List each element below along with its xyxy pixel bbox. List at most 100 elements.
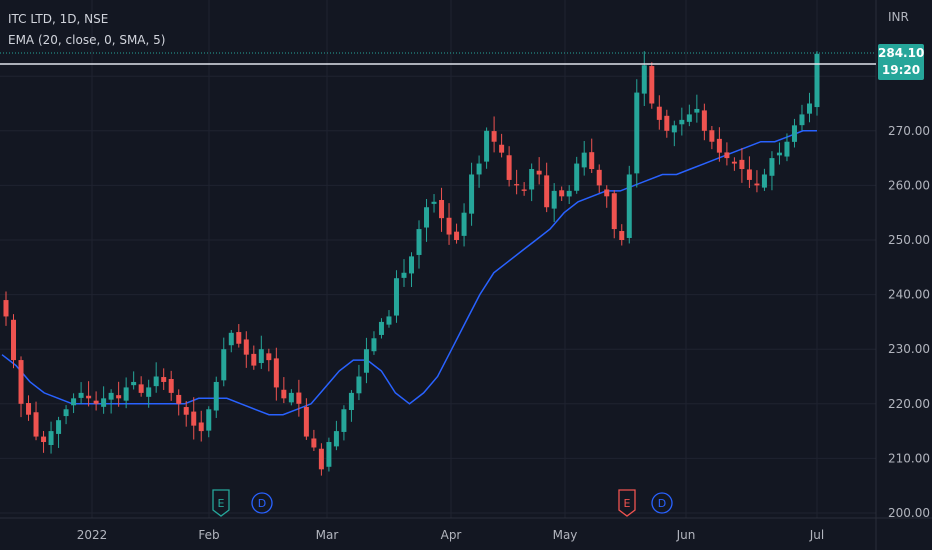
candle-body: [641, 65, 647, 94]
candle-body: [273, 358, 279, 388]
candle-body: [26, 403, 32, 415]
earnings-event-icon: [212, 489, 230, 517]
y-tick-label: 230.00: [888, 342, 930, 356]
candle-body: [386, 316, 392, 325]
x-tick-label: Feb: [198, 528, 219, 542]
candle-body: [769, 158, 775, 176]
ema-polyline: [1, 130, 817, 416]
candle-body: [416, 229, 422, 255]
candle-body: [228, 332, 234, 346]
candle-body: [183, 407, 189, 415]
y-tick-label: 250.00: [888, 233, 930, 247]
chart-legend: ITC LTD, 1D, NSE EMA (20, close, 0, SMA,…: [8, 9, 165, 51]
x-tick-label: 2022: [77, 528, 108, 542]
y-tick-label: 210.00: [888, 451, 930, 465]
candle-body: [138, 384, 144, 393]
candle-body: [161, 377, 167, 382]
candle-body: [491, 131, 497, 142]
last-price-value: 284.10: [878, 46, 925, 60]
candle-body: [596, 169, 602, 186]
candle-body: [716, 138, 722, 153]
candle-body: [446, 217, 452, 235]
candle-body: [341, 409, 347, 432]
candle-body: [604, 189, 610, 197]
y-tick-label: 220.00: [888, 397, 930, 411]
candle-body: [318, 448, 324, 470]
candle-body: [213, 381, 219, 411]
x-tick-label: Apr: [441, 528, 462, 542]
candle-body: [731, 161, 737, 164]
candle-body: [559, 190, 565, 197]
candle-body: [671, 125, 677, 133]
y-tick-label: 260.00: [888, 178, 930, 192]
candle-body: [401, 272, 407, 278]
candle-body: [363, 349, 369, 373]
candle-body: [694, 108, 700, 113]
candle-body: [626, 174, 632, 238]
candle-body: [221, 349, 227, 381]
candle-body: [521, 189, 527, 191]
candle-body: [71, 398, 77, 406]
indicator-label[interactable]: EMA (20, close, 0, SMA, 5): [8, 33, 166, 47]
candle-body: [356, 376, 362, 394]
x-tick-label: May: [553, 528, 578, 542]
candle-body: [461, 212, 467, 236]
candle-body: [431, 201, 437, 204]
y-tick-label: 240.00: [888, 288, 930, 302]
candle-body: [288, 392, 294, 403]
candle-body: [776, 152, 782, 156]
candle-body: [281, 389, 287, 399]
candle-body: [86, 395, 92, 399]
candle-body: [258, 349, 264, 364]
candle-body: [153, 376, 159, 387]
y-axis[interactable]: 200.00 210.00 220.00 230.00 240.00 250.00 260.…: [888, 124, 930, 520]
candle-body: [48, 431, 54, 446]
candle-body: [41, 436, 47, 443]
y-tick-label: 270.00: [888, 124, 930, 138]
candle-body: [3, 300, 9, 317]
candle-body: [18, 360, 24, 404]
candle-body: [206, 409, 212, 431]
candle-body: [806, 103, 812, 114]
event-marker-label: E: [624, 497, 631, 510]
candle-body: [709, 130, 715, 142]
candle-body: [566, 190, 572, 197]
candle-body: [236, 332, 242, 344]
candle-body: [499, 144, 505, 153]
candle-body: [93, 400, 99, 404]
candle-body: [724, 152, 730, 159]
candle-body: [439, 200, 445, 219]
x-axis[interactable]: 2022 Feb Mar Apr May Jun Jul: [77, 528, 825, 542]
candle-body: [746, 169, 752, 180]
candle-body: [424, 207, 430, 228]
candle-body: [409, 256, 414, 274]
event-marker-label: E: [218, 497, 225, 510]
candle-body: [168, 379, 174, 393]
candle-body: [243, 339, 249, 355]
candle-body: [619, 231, 625, 240]
candles: [3, 51, 820, 476]
candle-body: [454, 231, 460, 240]
candle-body: [701, 110, 707, 131]
candle-body: [176, 394, 182, 404]
candle-body: [311, 438, 317, 448]
candle-body: [326, 442, 332, 467]
candle-body: [333, 431, 339, 447]
candle-body: [664, 115, 670, 131]
candle-body: [469, 174, 475, 214]
candle-body: [761, 174, 767, 188]
candle-body: [198, 422, 204, 432]
candle-body: [686, 114, 692, 122]
candle-body: [296, 392, 302, 404]
dividend-event-icon: [251, 492, 273, 514]
candle-body: [146, 387, 152, 397]
candle-body: [33, 412, 39, 437]
last-price-countdown: 19:20: [881, 63, 921, 77]
candle-body: [581, 152, 587, 168]
candle-body: [506, 155, 512, 180]
candle-body: [814, 53, 820, 108]
symbol-label[interactable]: ITC LTD, 1D, NSE: [8, 12, 109, 26]
candle-body: [544, 175, 550, 208]
